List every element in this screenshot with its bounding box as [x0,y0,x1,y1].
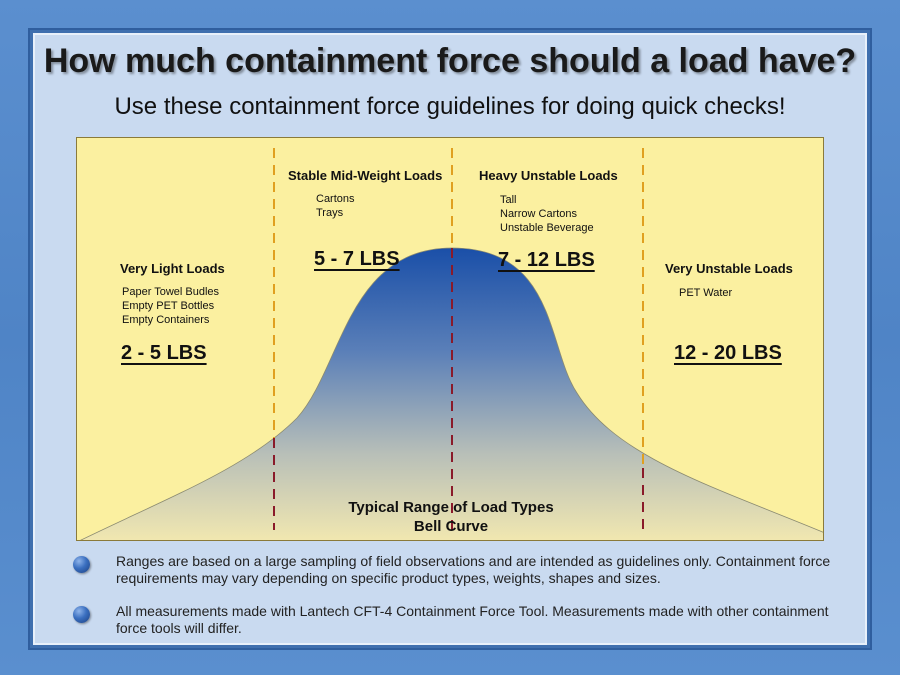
curve-label: Typical Range of Load Types Bell Curve [77,498,823,536]
zone-3-range: 7 - 12 LBS [498,249,595,271]
bell-curve-diagram: Very Light Loads Paper Towel Budles Empt… [76,137,824,541]
note-text: All measurements made with Lantech CFT-4… [116,603,829,636]
note-item: Ranges are based on a large sampling of … [70,553,850,587]
zone-1-item: Empty PET Bottles [122,300,215,312]
page-subtitle: Use these containment force guidelines f… [114,93,786,120]
zone-3-item: Unstable Beverage [500,222,594,234]
note-item: All measurements made with Lantech CFT-4… [70,603,850,637]
bullet-icon [73,606,90,623]
curve-label-line1: Typical Range of Load Types [348,499,554,516]
note-text: Ranges are based on a large sampling of … [116,553,831,586]
zone-3-item: Tall [500,194,517,206]
zone-2-item: Cartons [316,193,355,205]
zone-2-range: 5 - 7 LBS [314,248,400,270]
zone-1-range: 2 - 5 LBS [121,342,207,364]
zone-2-item: Trays [316,207,344,219]
zone-3-item: Narrow Cartons [500,208,578,220]
zone-1-item: Paper Towel Budles [122,286,220,298]
page-title: How much containment force should a load… [43,42,857,80]
zone-2-category: Stable Mid-Weight Loads [288,168,443,183]
zone-4-category: Very Unstable Loads [665,261,793,276]
notes-list: Ranges are based on a large sampling of … [70,553,850,653]
zone-4-item: PET Water [679,287,733,299]
zone-1-category: Very Light Loads [120,261,225,276]
zone-1-item: Empty Containers [122,314,210,326]
bell-curve-graphic [80,148,823,540]
zone-3-category: Heavy Unstable Loads [479,168,618,183]
curve-label-line2: Bell Curve [413,518,489,535]
bullet-icon [73,556,90,573]
zone-4-range: 12 - 20 LBS [674,342,782,364]
